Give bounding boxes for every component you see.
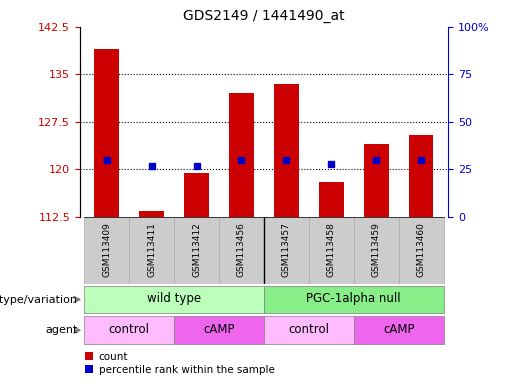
- Bar: [309, 217, 354, 284]
- Bar: [274, 84, 299, 217]
- Bar: [84, 316, 174, 344]
- Bar: [184, 173, 209, 217]
- Bar: [94, 49, 119, 217]
- Text: control: control: [109, 323, 150, 336]
- Bar: [129, 217, 174, 284]
- Title: GDS2149 / 1441490_at: GDS2149 / 1441490_at: [183, 9, 345, 23]
- Bar: [174, 217, 219, 284]
- Text: GSM113412: GSM113412: [192, 222, 201, 276]
- Bar: [84, 217, 129, 284]
- Bar: [354, 316, 443, 344]
- Bar: [264, 217, 309, 284]
- Bar: [354, 217, 399, 284]
- Text: agent: agent: [45, 325, 77, 335]
- Bar: [409, 135, 434, 217]
- Bar: [264, 286, 443, 313]
- Text: cAMP: cAMP: [383, 323, 415, 336]
- Bar: [264, 316, 354, 344]
- Text: wild type: wild type: [147, 292, 201, 305]
- Bar: [319, 182, 344, 217]
- Text: GSM113457: GSM113457: [282, 222, 291, 276]
- Bar: [399, 217, 443, 284]
- Text: GSM113411: GSM113411: [147, 222, 156, 276]
- Text: GSM113456: GSM113456: [237, 222, 246, 276]
- Text: GSM113409: GSM113409: [102, 222, 111, 276]
- Bar: [229, 93, 254, 217]
- Bar: [364, 144, 388, 217]
- Text: GSM113459: GSM113459: [372, 222, 381, 276]
- Bar: [219, 217, 264, 284]
- Bar: [84, 286, 264, 313]
- Text: PGC-1alpha null: PGC-1alpha null: [306, 292, 401, 305]
- Bar: [140, 211, 164, 217]
- Text: control: control: [288, 323, 330, 336]
- Bar: [174, 316, 264, 344]
- Legend: count, percentile rank within the sample: count, percentile rank within the sample: [85, 352, 274, 375]
- Text: genotype/variation: genotype/variation: [0, 295, 77, 305]
- Text: cAMP: cAMP: [203, 323, 235, 336]
- Text: GSM113460: GSM113460: [417, 222, 425, 276]
- Text: GSM113458: GSM113458: [327, 222, 336, 276]
